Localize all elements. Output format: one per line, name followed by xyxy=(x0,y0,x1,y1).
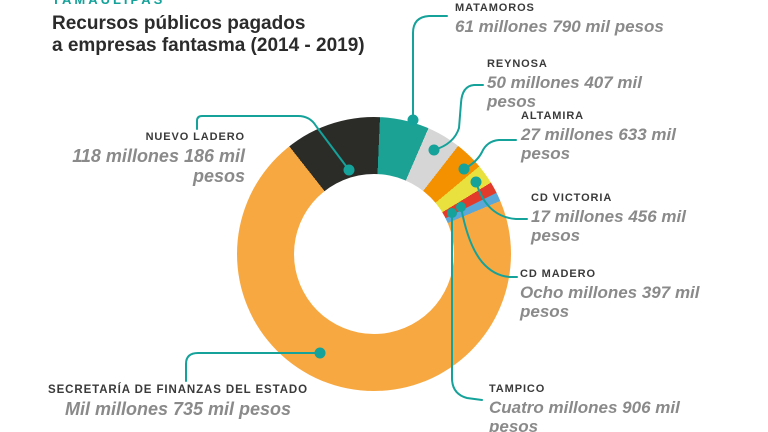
region-label: TAMAULIPAS xyxy=(52,0,365,7)
callout-label: SECRETARÍA DE FINANZAS DEL ESTADO xyxy=(48,384,308,396)
callout-nuevo-ladero: NUEVO LADERO 118 millones 186 mil pesos xyxy=(25,131,245,186)
callout-reynosa: REYNOSA 50 millones 407 mil pesos xyxy=(487,58,642,111)
callout-amount2: pesos xyxy=(531,226,581,245)
callout-label: MATAMOROS xyxy=(455,2,535,14)
callout-cd-madero: CD MADERO Ocho millones 397 mil pesos xyxy=(520,268,700,321)
header: TAMAULIPAS Recursos públicos pagados a e… xyxy=(52,0,365,57)
title-line-2: a empresas fantasma (2014 - 2019) xyxy=(52,35,365,56)
callout-amount2: pesos xyxy=(521,144,571,163)
callout-label: CD VICTORIA xyxy=(531,192,613,204)
callout-amount: 61 millones 790 mil pesos xyxy=(455,17,664,36)
callout-amount2: pesos xyxy=(487,92,537,111)
callout-cd-victoria: CD VICTORIA 17 millones 456 mil pesos xyxy=(531,192,686,245)
page-title: Recursos públicos pagados a empresas fan… xyxy=(52,13,365,57)
leader-matamoros xyxy=(412,15,448,121)
callout-amount: Mil millones 735 mil pesos xyxy=(64,399,292,419)
callout-amount: 118 millones 186 mil xyxy=(72,146,245,166)
callout-label: ALTAMIRA xyxy=(521,110,585,122)
callout-amount2: pesos xyxy=(489,417,539,432)
callout-amount: 17 millones 456 mil xyxy=(531,207,686,226)
callout-matamoros: MATAMOROS 61 millones 790 mil pesos xyxy=(455,2,664,36)
callout-amount: 27 millones 633 mil xyxy=(521,125,676,144)
callout-tampico: TAMPICO Cuatro millones 906 mil pesos xyxy=(489,383,680,432)
callout-label: TAMPICO xyxy=(489,383,546,395)
callout-amount2: pesos xyxy=(520,302,570,321)
callout-label: REYNOSA xyxy=(487,58,548,70)
callout-altamira: ALTAMIRA 27 millones 633 mil pesos xyxy=(521,110,676,163)
callout-amount2: pesos xyxy=(192,166,245,186)
title-line-1: Recursos públicos pagados xyxy=(52,13,306,34)
callout-label: CD MADERO xyxy=(520,268,596,280)
callout-amount: Cuatro millones 906 mil xyxy=(489,398,680,417)
callout-amount: 50 millones 407 mil xyxy=(487,73,642,92)
callout-amount: Ocho millones 397 mil xyxy=(520,283,700,302)
callout-secretaria: SECRETARÍA DE FINANZAS DEL ESTADO Mil mi… xyxy=(28,384,328,419)
callout-label: NUEVO LADERO xyxy=(145,131,245,143)
donut-hole xyxy=(294,174,454,334)
